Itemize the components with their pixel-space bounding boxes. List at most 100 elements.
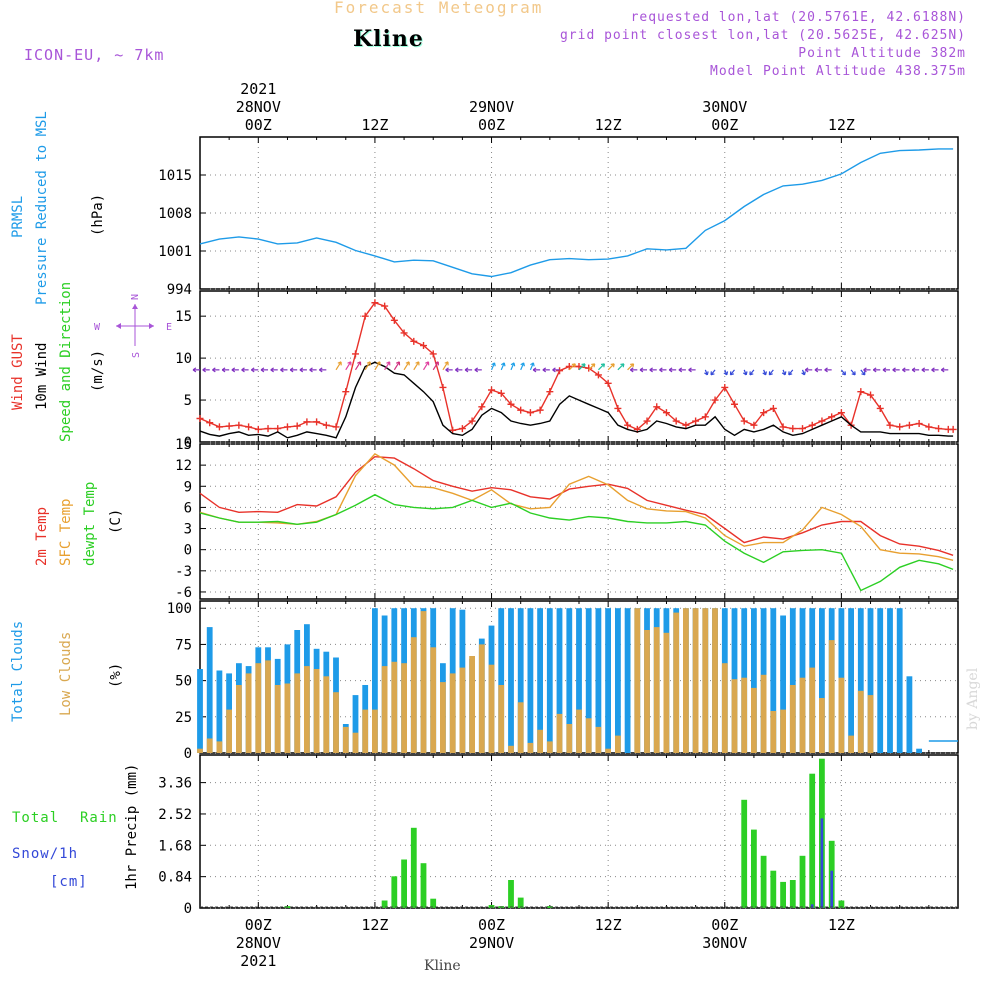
gust-marker [935,425,943,433]
wind-arrowhead-icon [552,367,556,373]
temperature-ytick-label: -6 [175,585,192,601]
clouds-bar-1 [517,702,524,753]
model-label: ICON-EU, ~ 7km [24,46,165,64]
gust-marker [905,421,913,429]
clouds-bar-1 [274,685,281,753]
precip-bar-0 [546,906,553,908]
wind-arrow-icon [529,362,534,371]
wind-arrowhead-icon [591,363,596,368]
wind-arrow-icon [364,361,371,371]
clouds-bar-1 [401,663,407,753]
precip-panel: 0 0.84 1.68 2.52 3.36 [158,754,959,917]
wind-arrow-icon [568,363,576,371]
precip-bar-0 [770,870,777,908]
wind-arrowhead-icon [289,367,294,373]
wind-arrowhead-icon [940,367,945,373]
clouds-bar-1 [556,713,563,753]
clouds-bar-1 [848,735,854,753]
clouds-bar-1 [537,729,543,753]
gust-marker [497,389,505,397]
precip-bar-0 [517,897,524,908]
clouds-bar-0 [517,608,524,753]
wind-arrowhead-icon [892,367,896,373]
wind-arrowhead-icon [510,362,516,367]
clouds-bar-1 [751,687,757,753]
temperature-ytick-label: 15 [175,437,192,453]
gust-marker [730,400,738,408]
clouds-bar-1 [673,612,680,753]
wind-arrowhead-icon [931,367,935,373]
requested-coords: requested lon,lat (20.5761E, 42.6188N) [630,10,966,25]
wind-arrowhead-icon [649,367,653,373]
wind-arrowhead-icon [768,371,773,376]
wind-arrowhead-icon [192,367,197,373]
precip-bar-0 [809,773,816,908]
wind-arrow-icon [423,361,430,371]
clouds-bar-1 [508,745,514,753]
pressure-frame [199,136,959,290]
wind-ytick-label: 10 [175,351,192,367]
bottom-time-label: 00Z [711,916,738,934]
gust-marker [867,391,875,399]
gridpoint-coords: grid point closest lon,lat (20.5625E, 42… [559,28,966,43]
gust-marker [245,423,253,431]
gust-marker [769,404,777,412]
precip-bar-0 [799,855,806,908]
clouds-bar-1 [653,627,660,753]
wind-arrowhead-icon [260,367,265,373]
gust-marker [235,421,243,429]
gust-marker [342,388,350,396]
gust-marker [293,422,301,430]
gust-marker [449,426,457,434]
gust-marker [225,422,233,430]
precip-bar-1 [820,818,824,908]
clouds-bar-1 [828,640,835,753]
clouds-bar-1 [760,674,767,753]
precip-bar-0 [760,855,767,908]
wind-arrowhead-icon [781,371,787,376]
clouds-bar-1 [615,735,621,753]
clouds-bar-0 [819,608,825,753]
temperature-series-0 [199,455,954,556]
compass-s: S [131,352,142,358]
gust-marker [215,423,223,431]
wind-arrowhead-icon [882,367,887,373]
clouds-bar-0 [751,608,757,753]
wind-arrowhead-icon [804,367,809,373]
wind-arrowhead-icon [250,367,255,373]
clouds-bar-0 [887,608,893,753]
gust-marker [526,409,534,417]
wind-arrow-icon [393,361,400,371]
clouds-bar-1 [683,608,689,753]
wind-arrowhead-icon [445,367,449,373]
clouds-bar-1 [216,741,223,753]
gust-marker [614,404,622,412]
clouds-bar-1 [352,732,359,753]
clouds-bar-1 [799,677,806,753]
clouds-ytick-label: 0 [184,746,192,762]
wind-arrow-icon [403,361,410,371]
precip-bar-0 [381,900,388,908]
wind-arrow-icon [335,361,342,371]
wind-arrow-icon [578,363,586,371]
gust-marker [429,350,437,358]
clouds-bar-1 [294,673,301,753]
clouds-bar-1 [265,660,271,753]
gust-marker [546,388,554,396]
wind-arrow-icon [345,361,352,371]
pressure-ytick-label: 1015 [158,168,192,184]
wind-arrowhead-icon [309,367,313,373]
top-time-label: 00Z [711,116,738,134]
gust-marker [721,383,729,391]
clouds-bar-1 [197,748,203,753]
clouds-bar-1 [576,709,582,753]
gust-marker [789,425,797,433]
wind-arrowhead-icon [710,371,715,376]
gust-marker [828,413,836,421]
clouds-bar-1 [644,630,650,753]
clouds-bar-1 [741,677,748,753]
bottom-time-label: 2021 [240,952,276,970]
clouds-bar-1 [245,673,252,753]
clouds-bar-1 [712,608,718,753]
